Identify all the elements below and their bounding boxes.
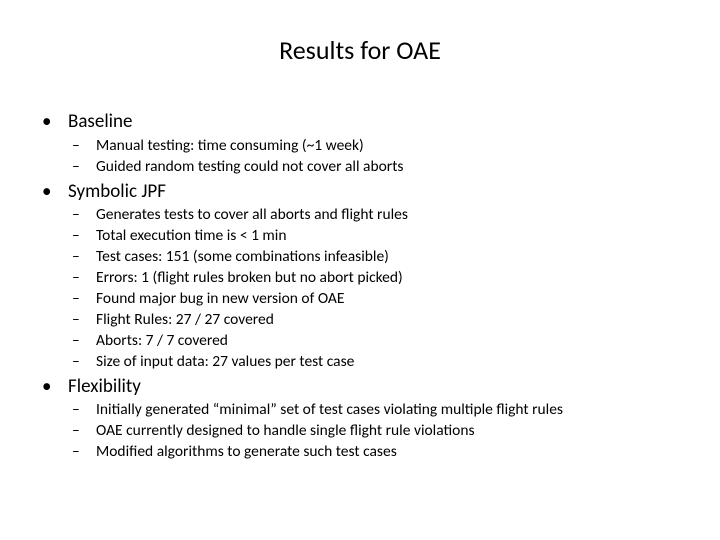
bullet-l2: – Aborts: 7 / 7 covered — [68, 331, 690, 352]
bullet-l2: – Size of input data: 27 values per test… — [68, 352, 690, 373]
bullet-l2: – Initially generated “minimal” set of t… — [68, 400, 690, 421]
dot-icon: • — [38, 180, 68, 204]
l2-text: Total execution time is < 1 min — [96, 226, 690, 247]
l2-text: Modified algorithms to generate such tes… — [96, 442, 690, 463]
l1-label: Baseline — [68, 110, 690, 134]
dash-icon: – — [68, 268, 96, 289]
bullet-l2: – Flight Rules: 27 / 27 covered — [68, 310, 690, 331]
bullet-l2: – Generates tests to cover all aborts an… — [68, 205, 690, 226]
bullet-l2: – Manual testing: time consuming (~1 wee… — [68, 136, 690, 157]
bullet-l2: – Total execution time is < 1 min — [68, 226, 690, 247]
dash-icon: – — [68, 157, 96, 178]
bullet-l2: – OAE currently designed to handle singl… — [68, 421, 690, 442]
dash-icon: – — [68, 226, 96, 247]
l2-text: Manual testing: time consuming (~1 week) — [96, 136, 690, 157]
l2-text: Size of input data: 27 values per test c… — [96, 352, 690, 373]
l2-text: Errors: 1 (flight rules broken but no ab… — [96, 268, 690, 289]
dot-icon: • — [38, 375, 68, 399]
l2-text: Guided random testing could not cover al… — [96, 157, 690, 178]
bullet-l2: – Test cases: 151 (some combinations inf… — [68, 247, 690, 268]
dash-icon: – — [68, 310, 96, 331]
dash-icon: – — [68, 400, 96, 421]
dash-icon: – — [68, 442, 96, 463]
dash-icon: – — [68, 247, 96, 268]
dash-icon: – — [68, 352, 96, 373]
l1-label: Symbolic JPF — [68, 180, 690, 204]
bullet-l2: – Modified algorithms to generate such t… — [68, 442, 690, 463]
dash-icon: – — [68, 421, 96, 442]
l2-text: OAE currently designed to handle single … — [96, 421, 690, 442]
dash-icon: – — [68, 331, 96, 352]
l2-text: Aborts: 7 / 7 covered — [96, 331, 690, 352]
bullet-l1: • Flexibility — [38, 375, 690, 399]
l2-text: Found major bug in new version of OAE — [96, 289, 690, 310]
l2-text: Flight Rules: 27 / 27 covered — [96, 310, 690, 331]
bullet-l2: – Errors: 1 (flight rules broken but no … — [68, 268, 690, 289]
slide: Results for OAE • Baseline – Manual test… — [0, 0, 720, 540]
bullet-l1: • Baseline — [38, 110, 690, 134]
dash-icon: – — [68, 289, 96, 310]
slide-body: • Baseline – Manual testing: time consum… — [0, 110, 720, 463]
dash-icon: – — [68, 205, 96, 226]
bullet-l2: – Found major bug in new version of OAE — [68, 289, 690, 310]
bullet-l1: • Symbolic JPF — [38, 180, 690, 204]
dot-icon: • — [38, 110, 68, 134]
slide-title: Results for OAE — [0, 34, 720, 66]
l1-label: Flexibility — [68, 375, 690, 399]
l2-text: Initially generated “minimal” set of tes… — [96, 400, 690, 421]
l2-text: Test cases: 151 (some combinations infea… — [96, 247, 690, 268]
l2-text: Generates tests to cover all aborts and … — [96, 205, 690, 226]
bullet-l2: – Guided random testing could not cover … — [68, 157, 690, 178]
dash-icon: – — [68, 136, 96, 157]
